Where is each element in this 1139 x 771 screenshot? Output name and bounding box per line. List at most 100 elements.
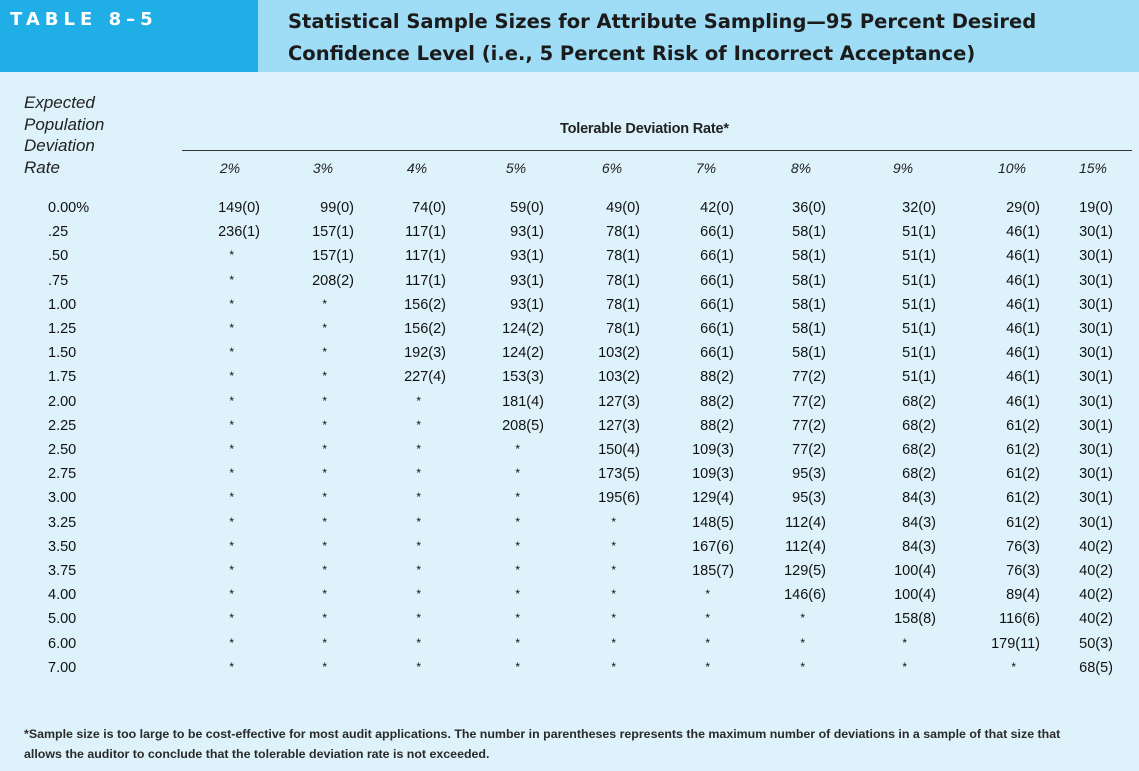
table-cell: 61(2) [1006,514,1040,531]
table-cell: 181(4) [502,393,544,410]
table-cell: 88(2) [700,417,734,434]
table-row: .25 236(1) 157(1) 117(1) 93(1) 78(1) 66(1) 58(1… [0,224,1139,248]
table-cell: * [416,393,421,408]
table-cell: 36(0) [792,200,826,216]
table-cell: 150(4) [598,442,640,458]
table-cell: 30(1) [1079,224,1113,241]
table-cell: 46(1) [1006,345,1040,362]
table-cell: * [416,563,421,577]
row-header-line: Expected [24,93,95,112]
row-rate-label: 0.00% [48,200,90,216]
table-cell: 30(1) [1079,442,1113,458]
table-row: 0.00% 149(0) 99(0) 74(0) 59(0) 49(0) 42(0) 36(0… [0,200,1139,224]
table-cell: * [229,272,234,287]
table-cell: 117(1) [405,272,446,289]
table-row: .50 * 157(1) 117(1) 93(1) 78(1) 66(1) 58(1) 51(1… [0,248,1139,272]
table-cell: * [229,417,234,432]
row-rate-label: 1.50 [48,345,77,362]
table-row: 1.50 * * 192(3) 124(2) 103(2) 66(1) 58(1) 51(1) 4… [0,345,1139,369]
table-cell: * [322,611,327,626]
table-cell: * [416,466,421,481]
table-cell: * [611,611,616,626]
table-cell: * [322,442,327,456]
row-rate-label: .50 [48,248,69,265]
table-row: 5.00 * * * * * * * 158(8) 116(6) 40(2) [0,611,1139,635]
row-header-line: Rate [24,157,60,177]
table-cell: 236(1) [218,224,260,241]
row-rate-label: 5.00 [48,611,77,628]
table-label: TABLE 8–5 [10,9,158,30]
table-title: Statistical Sample Sizes for Attribute S… [288,6,1128,70]
footnote-line-2: allows the auditor to conclude that the … [24,747,490,761]
table-cell: * [902,659,907,674]
table-row: 4.00 * * * * * * 146(6) 100(4) 89(4) 40(2) [0,587,1139,611]
table-row: 2.50 * * * * 150(4) 109(3) 77(2) 68(2) 61(2) 30(1) [0,442,1139,466]
table-cell: 32(0) [902,200,936,216]
footnote-line-1: *Sample size is too large to be cost-eff… [24,727,1061,741]
table-cell: 195(6) [598,490,640,507]
table-cell: 40(2) [1079,611,1113,628]
table-cell: * [229,296,234,311]
table-cell: 146(6) [784,587,826,604]
table-cell: * [322,296,327,311]
table-cell: * [229,393,234,408]
table-cell: * [229,635,234,650]
table-cell: * [229,369,234,384]
table-cell: 185(7) [692,563,734,579]
table-cell: * [416,611,421,626]
table-cell: 51(1) [902,321,936,337]
table-cell: 100(4) [894,587,936,604]
table-cell: * [322,635,327,650]
column-group-title: Tolerable Deviation Rate* [560,121,729,137]
table-cell: * [229,587,234,602]
table-cell: 66(1) [700,248,734,265]
table-cell: * [322,538,327,553]
table-cell: 179(11) [991,635,1040,652]
table-cell: 167(6) [692,538,734,555]
table-cell: * [416,538,421,553]
table-cell: 42(0) [700,200,734,216]
table-cell: 30(1) [1079,393,1113,410]
table-cell: 112(4) [785,538,826,555]
table-cell: 95(3) [792,490,826,507]
table-cell: * [322,659,327,674]
column-headers: 2% 3% 4% 5% 6% 7% 8% 9% 10% 15% [0,160,1139,180]
table-cell: 68(2) [902,393,936,410]
table-cell: 46(1) [1006,321,1040,337]
row-rate-label: 3.50 [48,538,77,555]
table-row: 3.50 * * * * * 167(6) 112(4) 84(3) 76(3) 40(2) [0,539,1139,563]
column-header: 15% [1078,160,1108,176]
table-cell: 78(1) [606,248,640,265]
footnote: *Sample size is too large to be cost-eff… [24,724,1129,764]
table-cell: 30(1) [1079,272,1113,289]
table-cell: 124(2) [502,345,544,362]
table-cell: * [322,466,327,481]
table-cell: 68(2) [902,442,936,458]
table-row: 7.00 * * * * * * * * * 68(5) [0,660,1139,684]
table-cell: 46(1) [1006,296,1040,313]
table-cell: 30(1) [1079,321,1113,337]
table-cell: 30(1) [1079,248,1113,265]
table-cell: * [515,514,520,529]
table-cell: 100(4) [894,563,936,579]
table-cell: * [229,466,234,481]
table-cell: * [416,635,421,650]
table-cell: 50(3) [1079,635,1113,652]
table-cell: 58(1) [792,248,826,265]
table-cell: 93(1) [510,272,544,289]
table-cell: 30(1) [1079,466,1113,483]
table-cell: 192(3) [404,345,446,362]
table-cell: 68(5) [1079,659,1113,676]
table-cell: 112(4) [785,514,826,531]
table-cell: * [611,659,616,674]
row-rate-label: 3.75 [48,563,77,579]
table-cell: 68(2) [902,466,936,483]
row-rate-label: 2.50 [48,442,77,458]
column-header: 10% [997,160,1027,176]
table-cell: 40(2) [1079,587,1113,604]
table-cell: 89(4) [1006,587,1040,604]
table-cell: 61(2) [1006,417,1040,434]
table-cell: 129(4) [692,490,734,507]
table-cell: 93(1) [510,296,544,313]
table-cell: 46(1) [1006,248,1040,265]
